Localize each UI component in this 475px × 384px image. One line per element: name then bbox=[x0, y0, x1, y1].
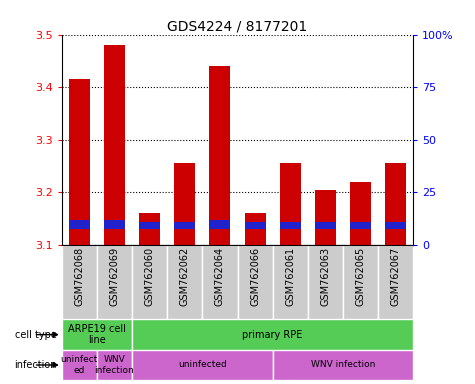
Bar bbox=[308, 245, 343, 319]
Bar bbox=[202, 245, 238, 319]
Bar bbox=[69, 79, 90, 245]
Text: GSM762062: GSM762062 bbox=[180, 247, 190, 306]
Bar bbox=[350, 182, 371, 245]
Bar bbox=[104, 45, 125, 245]
Bar bbox=[97, 350, 132, 380]
Bar bbox=[273, 245, 308, 319]
Bar bbox=[280, 222, 301, 229]
Text: ARPE19 cell
line: ARPE19 cell line bbox=[68, 324, 126, 346]
Bar bbox=[315, 222, 336, 229]
Bar bbox=[139, 222, 160, 229]
Text: cell type: cell type bbox=[15, 329, 57, 339]
Text: GSM762060: GSM762060 bbox=[144, 247, 155, 306]
Text: GSM762068: GSM762068 bbox=[74, 247, 85, 306]
Bar bbox=[350, 222, 371, 229]
Bar bbox=[315, 190, 336, 245]
Bar bbox=[378, 245, 413, 319]
Text: GSM762069: GSM762069 bbox=[109, 247, 120, 306]
Bar bbox=[69, 220, 90, 229]
Bar bbox=[174, 163, 195, 245]
Bar bbox=[385, 163, 406, 245]
Bar bbox=[280, 163, 301, 245]
Text: GSM762065: GSM762065 bbox=[355, 247, 366, 306]
Bar bbox=[104, 220, 125, 229]
Text: uninfected: uninfected bbox=[178, 361, 227, 369]
Title: GDS4224 / 8177201: GDS4224 / 8177201 bbox=[167, 20, 308, 33]
Bar bbox=[209, 220, 230, 229]
Text: primary RPE: primary RPE bbox=[242, 329, 303, 339]
Text: GSM762066: GSM762066 bbox=[250, 247, 260, 306]
Bar bbox=[343, 245, 378, 319]
Bar bbox=[273, 350, 413, 380]
Bar bbox=[62, 350, 97, 380]
Bar bbox=[209, 66, 230, 245]
Bar bbox=[245, 222, 266, 229]
Text: uninfect
ed: uninfect ed bbox=[61, 355, 98, 375]
Bar bbox=[167, 245, 202, 319]
Bar bbox=[132, 319, 413, 350]
Text: WNV infection: WNV infection bbox=[311, 361, 375, 369]
Bar bbox=[97, 245, 132, 319]
Bar bbox=[62, 319, 132, 350]
Text: GSM762067: GSM762067 bbox=[390, 247, 401, 306]
Bar bbox=[385, 222, 406, 229]
Text: GSM762061: GSM762061 bbox=[285, 247, 295, 306]
Bar bbox=[132, 245, 167, 319]
Text: WNV
infection: WNV infection bbox=[95, 355, 134, 375]
Text: infection: infection bbox=[15, 360, 57, 370]
Bar bbox=[62, 245, 97, 319]
Bar bbox=[139, 213, 160, 245]
Bar bbox=[238, 245, 273, 319]
Bar bbox=[132, 350, 273, 380]
Text: GSM762064: GSM762064 bbox=[215, 247, 225, 306]
Text: GSM762063: GSM762063 bbox=[320, 247, 331, 306]
Bar bbox=[245, 213, 266, 245]
Bar bbox=[174, 222, 195, 229]
